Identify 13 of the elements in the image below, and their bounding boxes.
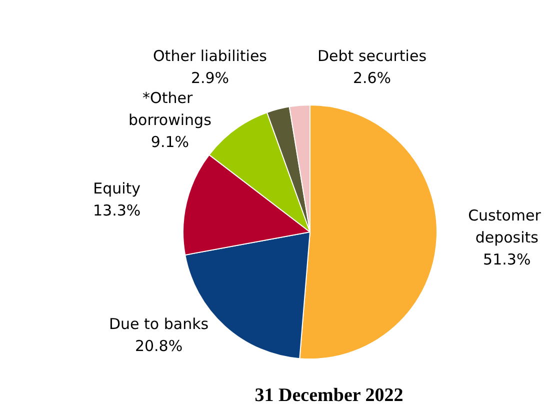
text: 31 December 2022 bbox=[254, 385, 404, 406]
slice-label: Other liabilities bbox=[152, 47, 268, 65]
slice-label: Equity bbox=[93, 180, 141, 198]
slice-label: Debt securties bbox=[317, 47, 427, 65]
slice-label: Customer deposits bbox=[468, 206, 546, 247]
slice-label: *Other borrowings bbox=[128, 88, 212, 129]
slice-label: Due to banks bbox=[108, 315, 209, 334]
data-label: 2.6% bbox=[352, 69, 392, 87]
data-label: 20.8% bbox=[134, 337, 183, 356]
data-label: 13.3% bbox=[93, 202, 141, 220]
data-label: 51.3% bbox=[483, 250, 531, 269]
data-label: 9.1% bbox=[150, 132, 189, 151]
data-label: 2.9% bbox=[190, 69, 230, 87]
